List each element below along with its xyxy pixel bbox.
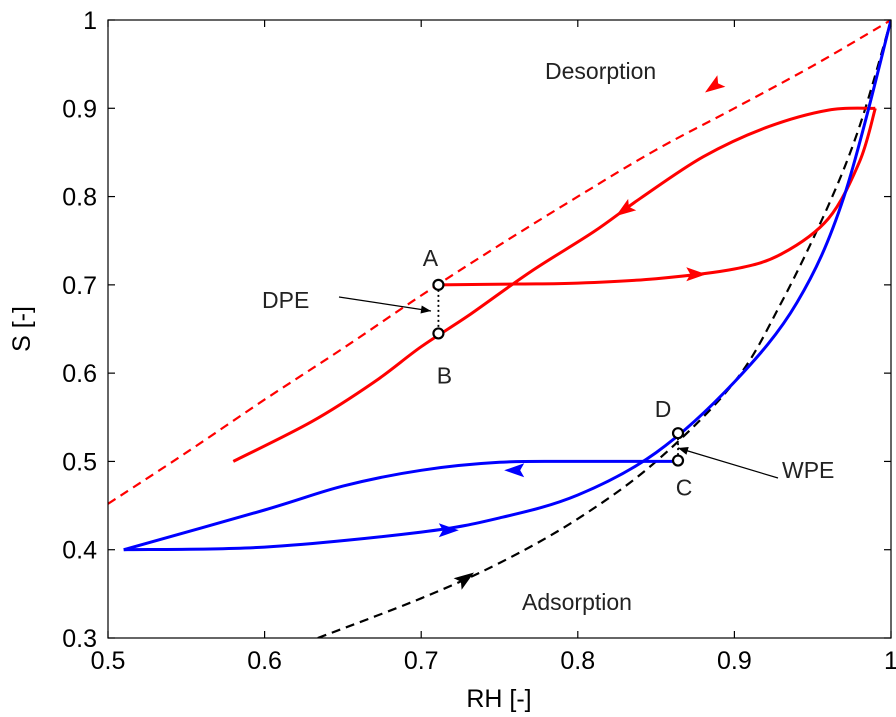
guide-layer bbox=[338, 284, 779, 479]
point-marker-a bbox=[432, 278, 445, 291]
point-marker-d bbox=[671, 427, 685, 440]
point-label-d: D bbox=[655, 396, 672, 422]
point-label-a: A bbox=[423, 245, 439, 271]
x-axis-label: RH [-] bbox=[466, 685, 531, 713]
point-label-b: B bbox=[437, 362, 452, 388]
x-tick-label: 1 bbox=[884, 647, 896, 675]
point-marker-b bbox=[432, 327, 445, 340]
tick-layer: 0.5 0.6 0.7 0.8 0.9 1 0.3 0.4 0.5 0.6 0.7 0.8 0.9 1 bbox=[62, 7, 896, 675]
wpe-leader-arrowhead bbox=[678, 447, 689, 455]
y-tick-label: 0.5 bbox=[62, 448, 97, 476]
series-line-wetting-from-A bbox=[438, 107, 877, 287]
y-tick-label: 0.9 bbox=[62, 95, 97, 123]
direction-arrow-wetting-from-A bbox=[686, 267, 707, 282]
y-tick-label: 1 bbox=[83, 7, 97, 35]
series-line-wetting-scanning bbox=[123, 20, 891, 552]
arrow-layer bbox=[438, 75, 726, 590]
annotation-dpe: DPE bbox=[262, 287, 309, 313]
y-tick-label: 0.3 bbox=[62, 625, 97, 653]
series-layer bbox=[108, 20, 891, 638]
dpe-leader-line bbox=[338, 296, 432, 312]
series-line-drying-scanning bbox=[232, 106, 876, 463]
x-tick-label: 0.6 bbox=[247, 647, 282, 675]
wpe-leader-line bbox=[677, 447, 779, 479]
annotation-wpe: WPE bbox=[782, 457, 834, 483]
direction-arrow-adsorption bbox=[453, 572, 475, 590]
y-tick-label: 0.6 bbox=[62, 360, 97, 388]
direction-arrow-drying-from-C bbox=[504, 463, 525, 478]
x-tick-label: 0.9 bbox=[717, 647, 752, 675]
y-axis-label: S [-] bbox=[8, 306, 36, 352]
x-tick-label: 0.5 bbox=[91, 647, 126, 675]
dpe-leader-arrowhead bbox=[420, 305, 431, 314]
direction-arrow-desorption bbox=[704, 75, 726, 93]
y-tick-label: 0.7 bbox=[62, 272, 97, 300]
direction-arrow-wetting-scanning bbox=[438, 523, 459, 538]
x-tick-label: 0.8 bbox=[560, 647, 595, 675]
y-tick-label: 0.8 bbox=[62, 184, 97, 212]
annotation-desorption: Desorption bbox=[545, 58, 656, 84]
annotation-adsorption: Adsorption bbox=[522, 589, 632, 615]
y-tick-label: 0.4 bbox=[62, 537, 97, 565]
marker-layer: A B C D bbox=[423, 245, 693, 501]
x-tick-label: 0.7 bbox=[404, 647, 439, 675]
series-line-adsorption bbox=[317, 20, 891, 638]
plot-frame bbox=[107, 19, 892, 639]
series-line-drying-from-C bbox=[123, 459, 679, 552]
direction-arrow-drying-scanning bbox=[615, 198, 637, 217]
point-label-c: C bbox=[676, 475, 693, 501]
point-marker-c bbox=[671, 454, 685, 467]
series-line-desorption bbox=[108, 20, 891, 505]
